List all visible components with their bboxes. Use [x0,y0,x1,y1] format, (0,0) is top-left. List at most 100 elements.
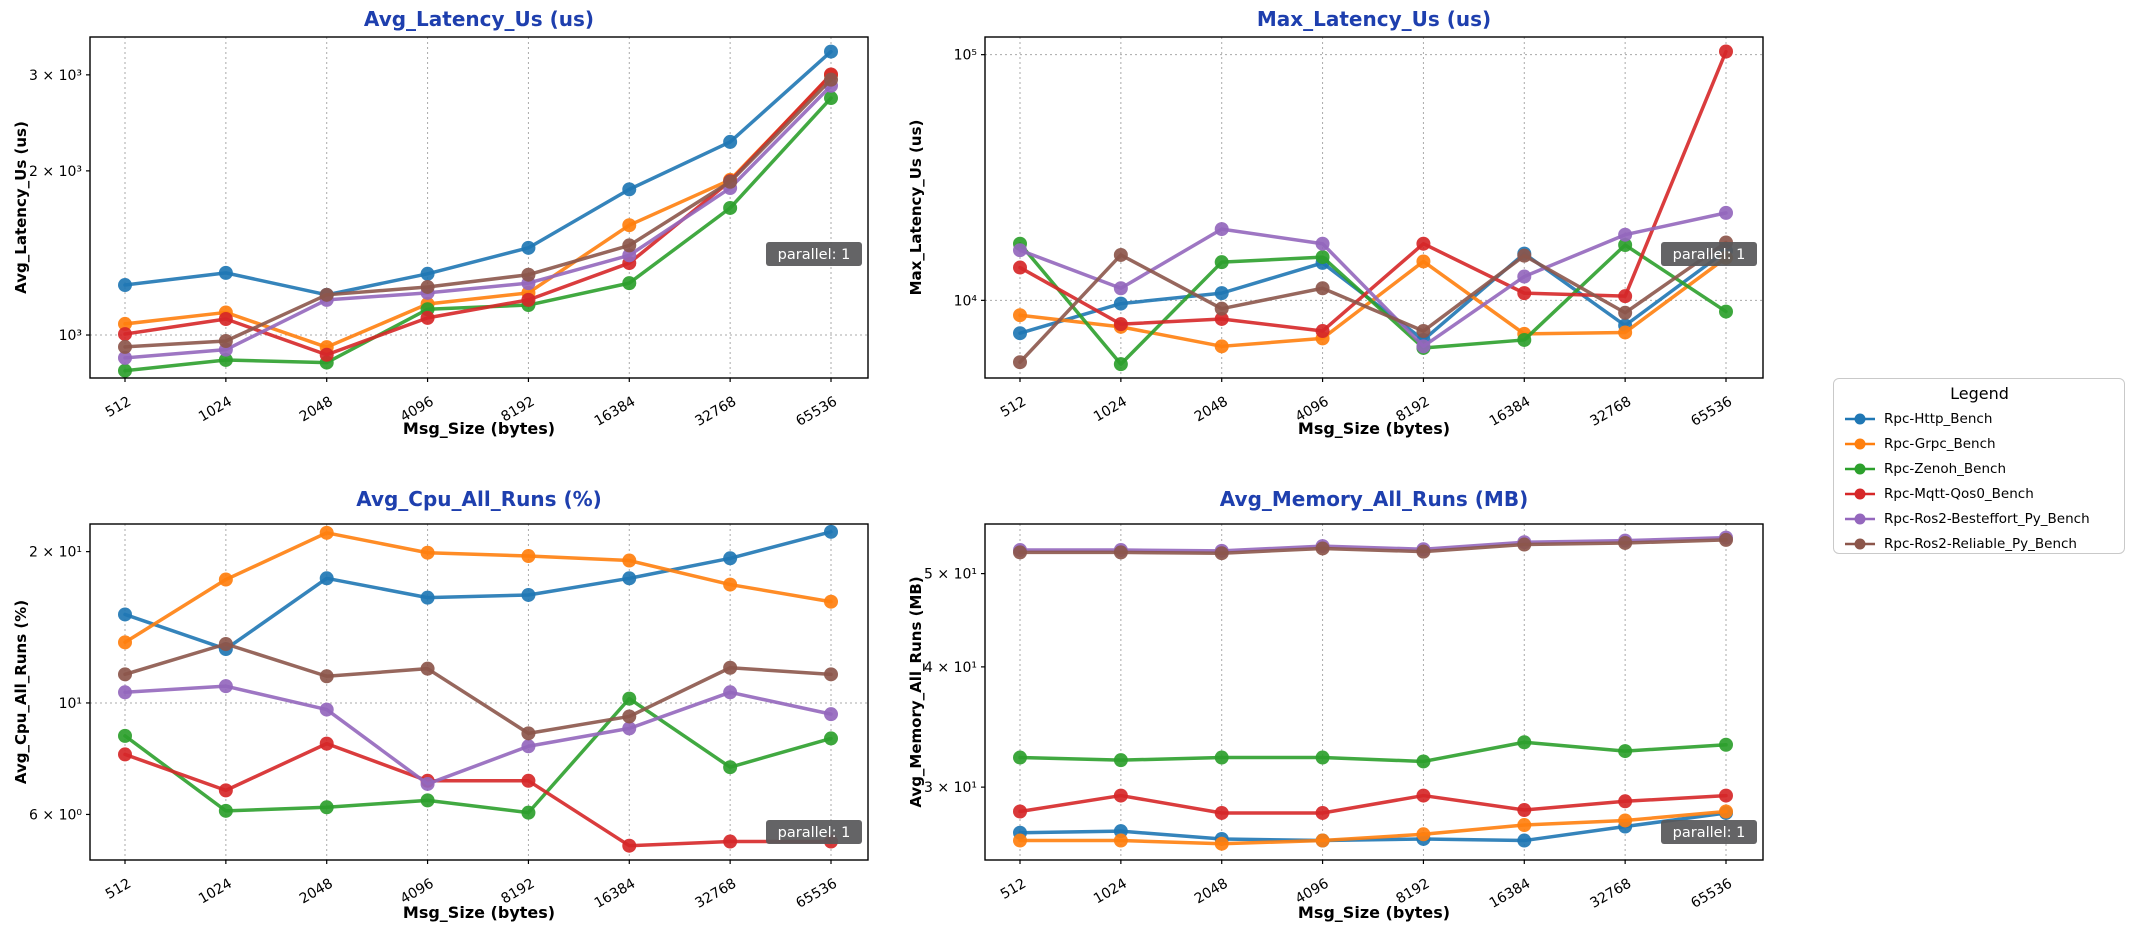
data-point [1517,537,1532,552]
data-point [1113,281,1128,296]
data-point [118,728,132,743]
data-point [218,265,233,280]
data-point [319,347,334,362]
data-point [1719,804,1733,819]
series-line [123,49,833,297]
parallel-badge-label: parallel: 1 [778,825,851,841]
data-point [1416,544,1431,559]
data-point [1315,833,1330,848]
chart-title: Avg_Latency_Us (us) [364,7,594,31]
data-point [1719,304,1733,319]
x-tick-label: 1024 [196,876,235,908]
data-point [319,669,334,684]
data-point [218,352,233,367]
parallel-badge [766,820,862,844]
data-point [1618,325,1633,340]
data-point [622,838,637,853]
x-tick-label: 1024 [1091,876,1130,908]
legend-marker-icon [1845,488,1875,499]
x-tick-label: 1024 [1091,394,1130,426]
series-line [1018,538,1728,555]
data-point [1013,326,1027,341]
data-point [1214,311,1229,326]
data-point [521,726,536,741]
data-point [1214,836,1229,851]
data-point [118,607,132,622]
data-point [1315,250,1330,265]
data-point [622,238,637,253]
y-axis-label: Avg_Memory_All_Runs (MB) [907,576,925,807]
legend-marker-icon [1845,538,1875,549]
data-point [1416,827,1431,842]
y-tick-label: 3 × 10¹ [924,780,977,796]
data-point [1013,308,1027,323]
legend-item-label: Rpc-Ros2-Reliable_Py_Bench [1884,535,2077,552]
x-tick-label: 65536 [793,876,840,912]
y-tick-label: 5 × 10¹ [924,567,977,583]
data-point [622,571,637,586]
data-point [1113,296,1128,311]
x-tick-label: 2048 [1192,876,1231,908]
data-point [1416,254,1431,269]
data-point [622,276,637,291]
data-point [723,551,738,566]
y-tick-label: 3 × 10³ [29,68,82,84]
data-point [824,594,838,609]
series-line [1018,740,1728,764]
y-tick-label: 2 × 10³ [29,164,82,180]
y-tick-label: 10¹ [59,696,82,712]
legend-item: Rpc-Mqtt-Qos0_Bench [1843,481,2116,506]
x-tick-label: 65536 [1688,876,1735,912]
x-tick-label: 32768 [1588,876,1635,912]
data-point [824,707,838,722]
x-tick-label: 65536 [793,394,840,430]
y-tick-label: 6 × 10⁰ [29,807,82,823]
x-tick-label: 2048 [297,394,336,426]
data-point [622,709,637,724]
data-point [1013,260,1027,275]
data-point [118,667,132,682]
parallel-badge-label: parallel: 1 [778,247,851,263]
series-line [1018,811,1728,843]
y-tick-label: 10³ [59,328,82,344]
data-point [1416,324,1431,339]
data-point [1517,248,1532,263]
data-point [521,292,536,307]
y-axis-label: Avg_Latency_Us (us) [12,121,30,294]
data-point [118,327,132,342]
data-point [218,311,233,326]
data-point [118,363,132,378]
legend-marker-icon [1845,413,1875,424]
data-point [319,571,334,586]
data-point [521,240,536,255]
data-point [420,661,435,676]
data-point [1517,833,1532,848]
data-point [118,278,132,293]
data-point [118,350,132,365]
data-point [622,553,637,568]
data-point [218,803,233,818]
data-point [118,316,132,331]
data-point [1214,222,1229,237]
legend-item-label: Rpc-Mqtt-Qos0_Bench [1884,485,2034,502]
data-point [1618,289,1633,304]
data-point [1719,788,1733,803]
parallel-badge [1661,820,1757,844]
series-line [123,73,833,349]
data-point [723,760,738,775]
data-point [1214,805,1229,820]
data-point [1517,803,1532,818]
data-point [1315,281,1330,296]
data-point [118,747,132,762]
data-point [1618,744,1633,759]
data-point [1517,269,1532,284]
plot-frame [89,523,869,861]
x-tick-label: 512 [103,394,134,421]
data-point [420,310,435,325]
plot-frame [984,523,1764,861]
data-point [420,266,435,281]
data-point [1113,545,1128,560]
